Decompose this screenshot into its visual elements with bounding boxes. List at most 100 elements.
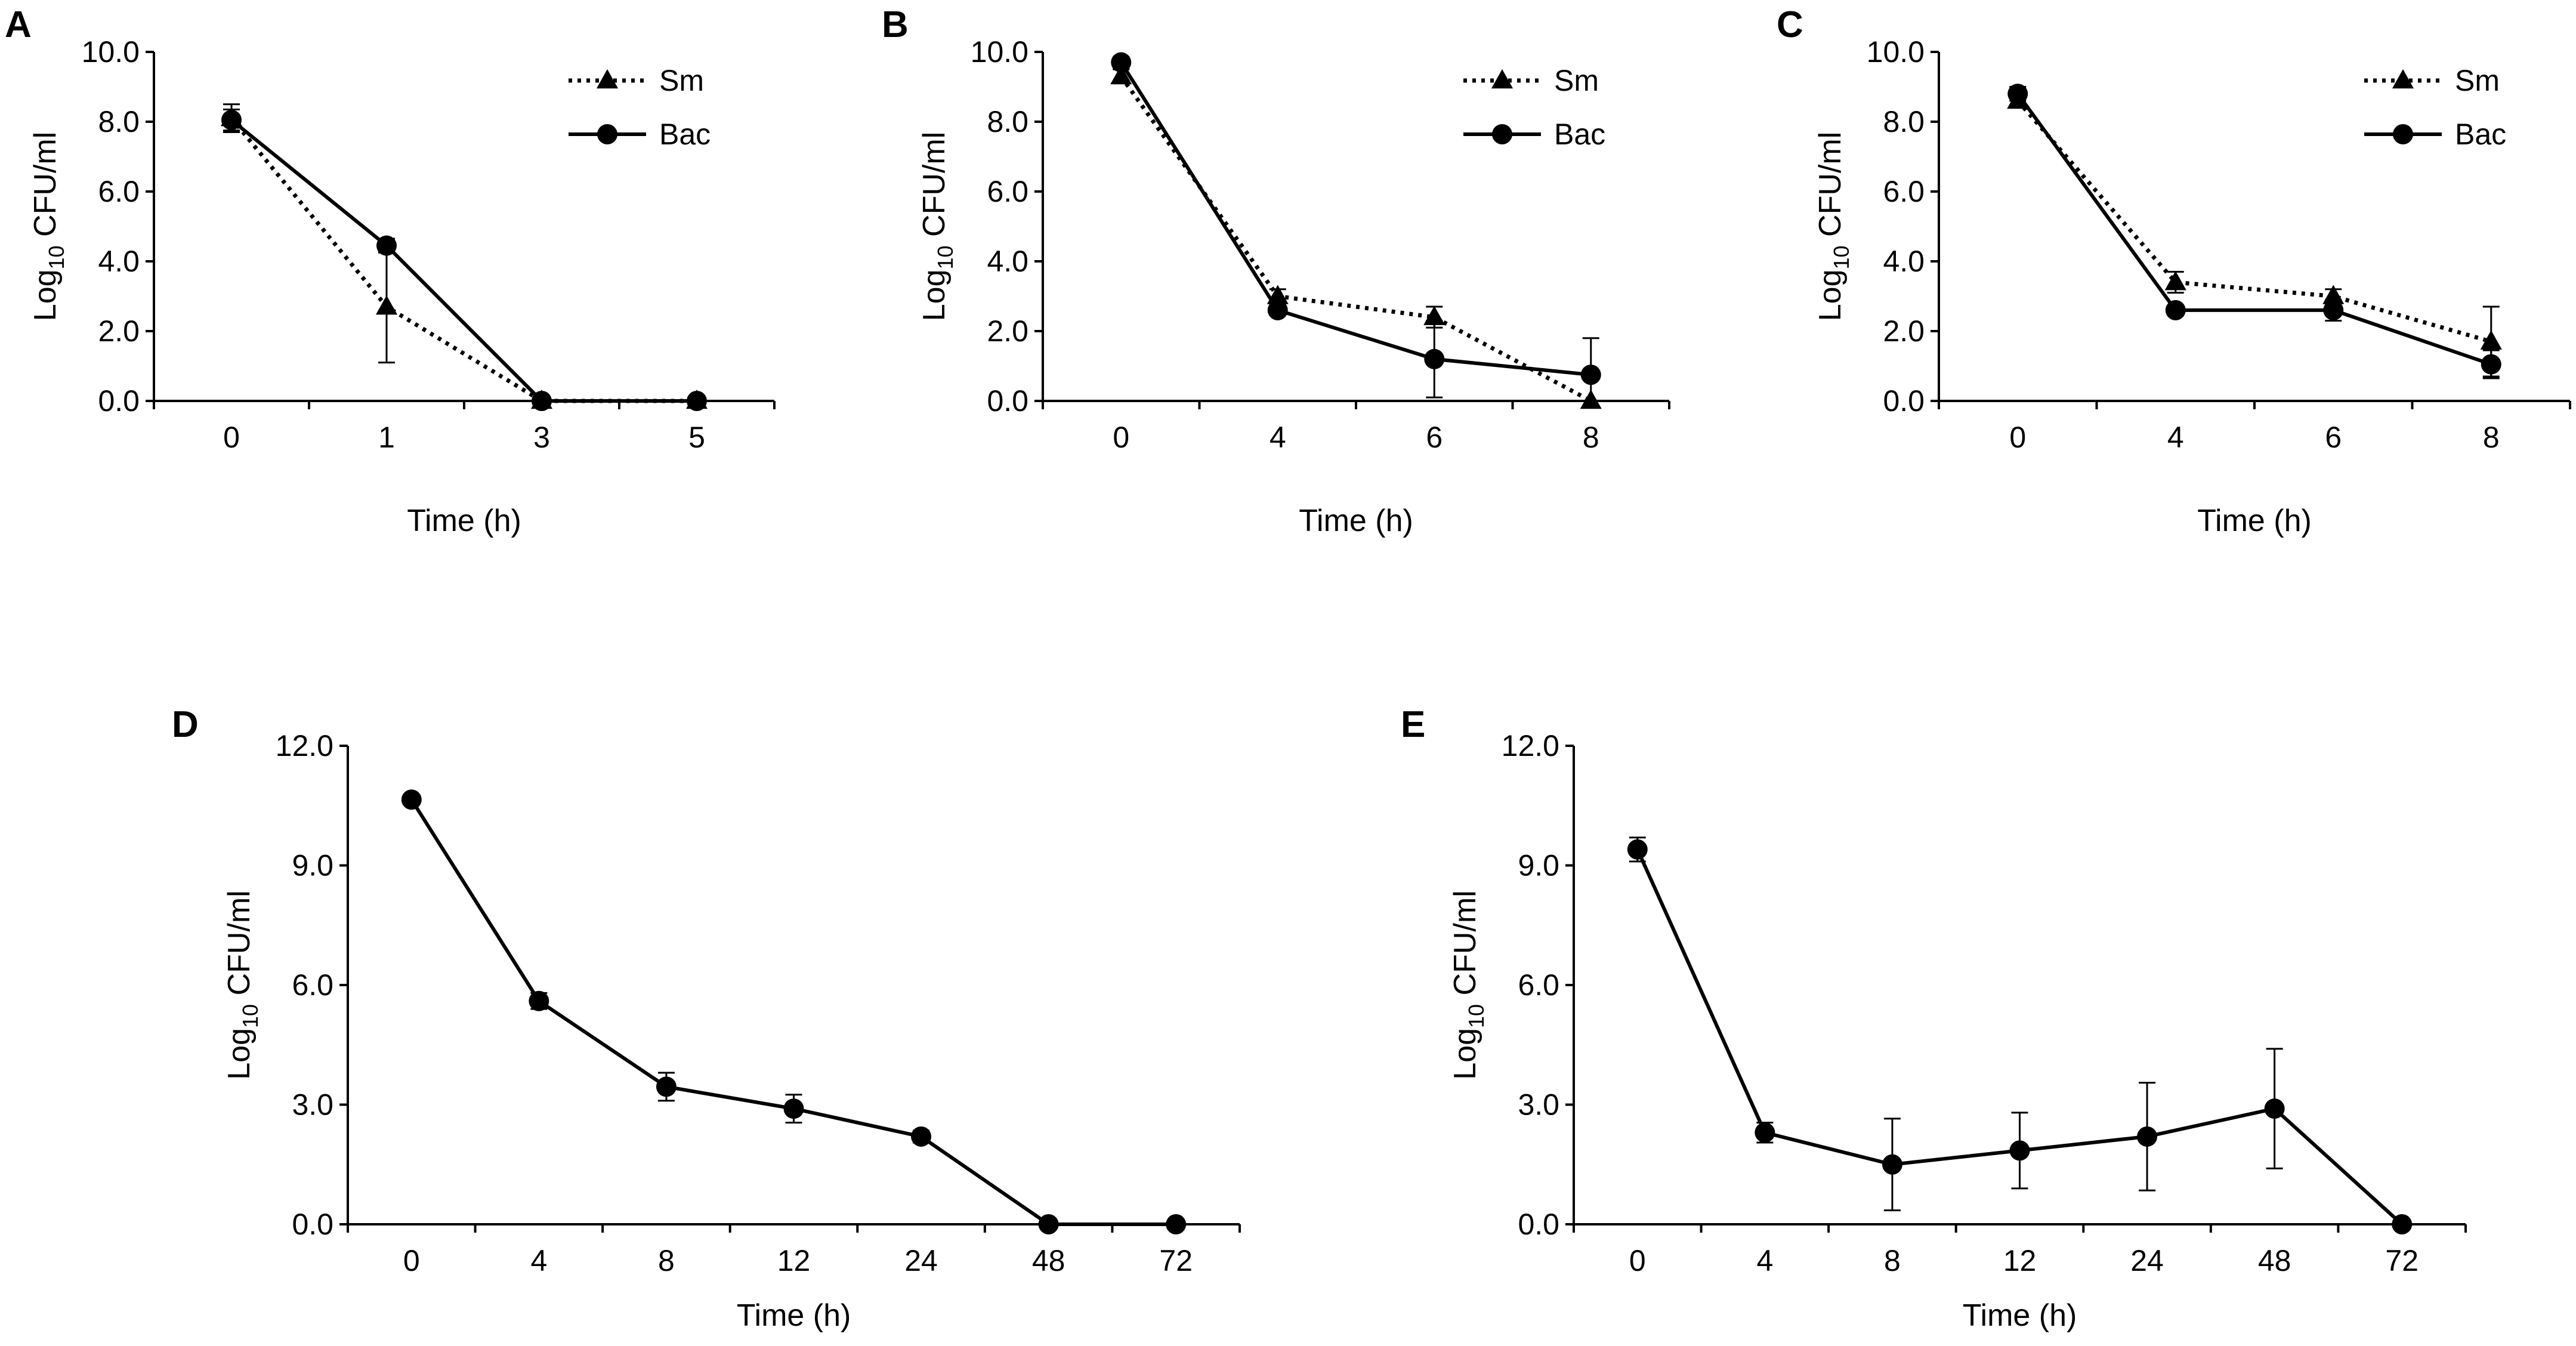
- data-point: [375, 295, 398, 315]
- y-tick-label: 8.0: [987, 105, 1028, 138]
- x-tick-label: 1: [378, 421, 395, 454]
- data-point: [1110, 64, 1132, 85]
- legend-marker: [2393, 124, 2413, 144]
- legend-label: Sm: [659, 64, 704, 97]
- chart-panel-b: B 0.0 2.0 4.0 6.0 8.0 10.0 0 4 6 8 Time (h) Log10 CF…: [882, 4, 1670, 538]
- x-tick-label: 8: [1884, 1244, 1901, 1277]
- data-point: [1267, 300, 1288, 320]
- y-tick-label: 6.0: [292, 968, 333, 1002]
- x-tick-label: 0: [2009, 421, 2026, 454]
- x-tick-label: 4: [2167, 421, 2184, 454]
- x-tick-label: 72: [1159, 1244, 1193, 1277]
- data-point: [532, 391, 552, 411]
- y-axis-title: Log10 CFU/ml: [28, 132, 69, 321]
- x-tick-label: 8: [1583, 421, 1599, 454]
- x-axis-title: Time (h): [2197, 504, 2312, 538]
- legend-marker: [2392, 69, 2414, 89]
- series-line: [230, 118, 697, 403]
- y-tick-label: 9.0: [1518, 849, 1559, 882]
- data-point: [2009, 1140, 2030, 1161]
- series-line: [1119, 61, 1592, 377]
- panel-letter: A: [5, 4, 32, 45]
- chart-panel-c: C 0.0 2.0 4.0 6.0 8.0 10.0 0 4 6 8 Time (h) Log10 CF…: [1777, 4, 2571, 538]
- data-point: [1038, 1214, 1059, 1234]
- x-tick-label: 12: [777, 1244, 811, 1277]
- data-point: [1580, 365, 1601, 385]
- y-tick-label: 0.0: [1518, 1208, 1559, 1241]
- data-point: [2164, 271, 2186, 291]
- series-bac: [1111, 52, 1601, 402]
- y-tick-label: 2.0: [987, 314, 1028, 348]
- series-line: [2016, 99, 2492, 344]
- x-tick-label: 72: [2385, 1244, 2419, 1277]
- legend-label: Bac: [1554, 118, 1605, 151]
- data-point: [2392, 1214, 2413, 1234]
- x-tick-label: 6: [1426, 421, 1443, 454]
- panel-letter: D: [172, 704, 199, 745]
- legend-marker: [1492, 124, 1512, 144]
- x-tick-label: 4: [1270, 421, 1286, 454]
- y-tick-label: 6.0: [987, 175, 1028, 208]
- y-tick-label: 0.0: [1883, 384, 1925, 418]
- data-point: [2165, 300, 2186, 320]
- data-point: [1424, 348, 1445, 369]
- data-point: [2323, 300, 2344, 320]
- legend: Sm Bac: [2364, 64, 2506, 151]
- y-tick-label: 4.0: [98, 245, 140, 278]
- panel-letter: E: [1401, 704, 1425, 745]
- y-tick-label: 4.0: [1883, 245, 1925, 278]
- x-axis-title: Time (h): [1963, 1298, 2077, 1333]
- y-tick-label: 0.0: [292, 1208, 333, 1241]
- y-tick-label: 4.0: [987, 245, 1028, 278]
- x-tick-label: 48: [2258, 1244, 2291, 1277]
- data-point: [1627, 839, 1648, 860]
- data-point: [2480, 330, 2502, 350]
- legend-label: Sm: [2455, 64, 2500, 97]
- x-axis-title: Time (h): [407, 504, 521, 538]
- y-tick-label: 12.0: [276, 729, 333, 762]
- legend: Sm Bac: [1463, 64, 1605, 151]
- x-tick-label: 6: [2325, 421, 2342, 454]
- series-main: [1627, 836, 2413, 1234]
- data-point: [529, 990, 549, 1011]
- series-line: [2016, 92, 2492, 366]
- series-bac: [221, 109, 707, 411]
- legend-label: Sm: [1554, 64, 1599, 97]
- legend-marker: [1491, 69, 1514, 89]
- data-point: [221, 110, 242, 131]
- y-axis-title: Log10 CFU/ml: [222, 890, 262, 1079]
- x-tick-label: 8: [658, 1244, 675, 1277]
- data-point: [911, 1126, 932, 1147]
- data-point: [2137, 1126, 2158, 1147]
- x-axis-title: Time (h): [737, 1298, 851, 1333]
- series-sm: [220, 103, 708, 409]
- legend-marker: [597, 124, 617, 144]
- panel-letter: C: [1777, 4, 1803, 45]
- y-tick-label: 10.0: [82, 35, 140, 69]
- series-line: [410, 798, 1176, 1226]
- x-tick-label: 24: [2130, 1244, 2164, 1277]
- data-point: [687, 391, 707, 411]
- y-tick-label: 8.0: [98, 105, 140, 138]
- x-axis-title: Time (h): [1299, 504, 1413, 538]
- x-tick-label: 4: [530, 1244, 547, 1277]
- legend-marker: [596, 69, 619, 89]
- legend: Sm Bac: [569, 64, 711, 151]
- y-tick-label: 8.0: [1883, 105, 1925, 138]
- data-point: [2264, 1098, 2285, 1119]
- y-axis-title: Log10 CFU/ml: [917, 132, 957, 321]
- y-tick-label: 2.0: [1883, 314, 1925, 348]
- series-bac: [2007, 84, 2501, 379]
- x-tick-label: 8: [2483, 421, 2500, 454]
- y-tick-label: 3.0: [1518, 1088, 1559, 1122]
- series-line: [230, 116, 697, 403]
- data-point: [2481, 354, 2501, 375]
- data-point: [1166, 1214, 1187, 1234]
- x-tick-label: 4: [1756, 1244, 1773, 1277]
- data-point: [1755, 1122, 1775, 1143]
- x-tick-label: 5: [688, 421, 705, 454]
- data-point: [1882, 1154, 1902, 1175]
- series-main: [401, 789, 1187, 1234]
